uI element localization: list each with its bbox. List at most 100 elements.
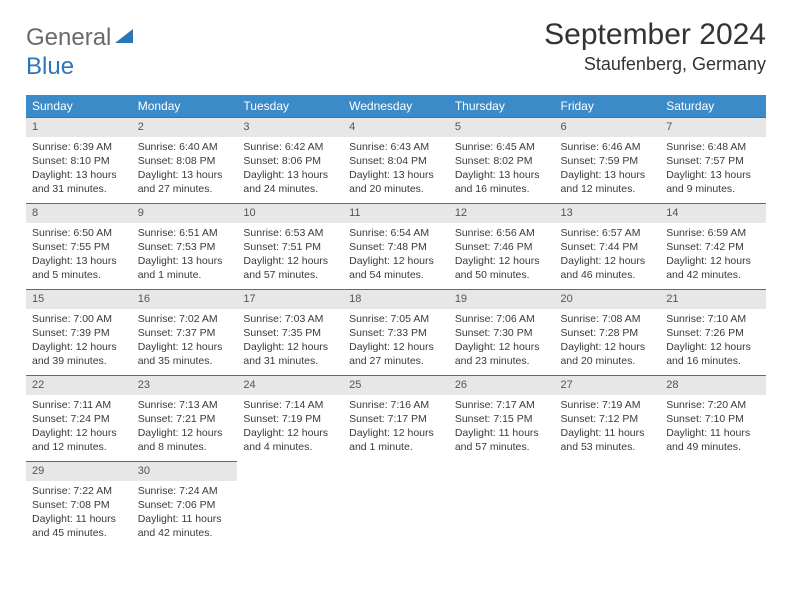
brand-triangle-icon: [115, 29, 133, 43]
calendar-cell: 23Sunrise: 7:13 AMSunset: 7:21 PMDayligh…: [132, 375, 238, 461]
day-number: 29: [26, 461, 132, 481]
calendar-body: 1Sunrise: 6:39 AMSunset: 8:10 PMDaylight…: [26, 117, 766, 547]
day-details: Sunrise: 7:14 AMSunset: 7:19 PMDaylight:…: [237, 395, 343, 459]
sunset-text: Sunset: 7:33 PM: [349, 326, 443, 340]
daylight-line2: and 1 minute.: [138, 268, 232, 282]
sunset-text: Sunset: 8:02 PM: [455, 154, 549, 168]
day-details: Sunrise: 6:57 AMSunset: 7:44 PMDaylight:…: [555, 223, 661, 287]
calendar-cell: 14Sunrise: 6:59 AMSunset: 7:42 PMDayligh…: [660, 203, 766, 289]
sunset-text: Sunset: 8:06 PM: [243, 154, 337, 168]
day-number: 16: [132, 289, 238, 309]
brand-logo: General: [26, 18, 135, 52]
day-number: 20: [555, 289, 661, 309]
calendar-cell: 13Sunrise: 6:57 AMSunset: 7:44 PMDayligh…: [555, 203, 661, 289]
sunset-text: Sunset: 7:55 PM: [32, 240, 126, 254]
day-details: Sunrise: 7:05 AMSunset: 7:33 PMDaylight:…: [343, 309, 449, 373]
calendar-cell: 4Sunrise: 6:43 AMSunset: 8:04 PMDaylight…: [343, 117, 449, 203]
sunset-text: Sunset: 7:46 PM: [455, 240, 549, 254]
day-details: Sunrise: 7:17 AMSunset: 7:15 PMDaylight:…: [449, 395, 555, 459]
day-details: Sunrise: 6:59 AMSunset: 7:42 PMDaylight:…: [660, 223, 766, 287]
daylight-line2: and 16 minutes.: [455, 182, 549, 196]
sunset-text: Sunset: 7:15 PM: [455, 412, 549, 426]
daylight-line2: and 31 minutes.: [243, 354, 337, 368]
daylight-line2: and 53 minutes.: [561, 440, 655, 454]
daylight-line1: Daylight: 13 hours: [349, 168, 443, 182]
day-number: 19: [449, 289, 555, 309]
day-number: 6: [555, 117, 661, 137]
daylight-line2: and 9 minutes.: [666, 182, 760, 196]
sunset-text: Sunset: 8:08 PM: [138, 154, 232, 168]
sunrise-text: Sunrise: 7:14 AM: [243, 398, 337, 412]
sunrise-text: Sunrise: 7:19 AM: [561, 398, 655, 412]
daylight-line1: Daylight: 12 hours: [349, 254, 443, 268]
sunset-text: Sunset: 7:28 PM: [561, 326, 655, 340]
sunset-text: Sunset: 7:08 PM: [32, 498, 126, 512]
day-number: 26: [449, 375, 555, 395]
calendar-row: 29Sunrise: 7:22 AMSunset: 7:08 PMDayligh…: [26, 461, 766, 547]
sunrise-text: Sunrise: 6:43 AM: [349, 140, 443, 154]
day-details: Sunrise: 7:03 AMSunset: 7:35 PMDaylight:…: [237, 309, 343, 373]
sunset-text: Sunset: 7:21 PM: [138, 412, 232, 426]
daylight-line2: and 5 minutes.: [32, 268, 126, 282]
sunset-text: Sunset: 7:51 PM: [243, 240, 337, 254]
sunset-text: Sunset: 7:53 PM: [138, 240, 232, 254]
calendar-cell: 17Sunrise: 7:03 AMSunset: 7:35 PMDayligh…: [237, 289, 343, 375]
sunset-text: Sunset: 8:04 PM: [349, 154, 443, 168]
daylight-line1: Daylight: 11 hours: [32, 512, 126, 526]
daylight-line1: Daylight: 12 hours: [666, 340, 760, 354]
sunrise-text: Sunrise: 7:00 AM: [32, 312, 126, 326]
day-details: Sunrise: 7:19 AMSunset: 7:12 PMDaylight:…: [555, 395, 661, 459]
daylight-line1: Daylight: 13 hours: [666, 168, 760, 182]
daylight-line2: and 35 minutes.: [138, 354, 232, 368]
day-details: Sunrise: 6:50 AMSunset: 7:55 PMDaylight:…: [26, 223, 132, 287]
weekday-header: Wednesday: [343, 95, 449, 117]
day-number: 7: [660, 117, 766, 137]
day-number: 3: [237, 117, 343, 137]
weekday-header: Sunday: [26, 95, 132, 117]
sunset-text: Sunset: 7:57 PM: [666, 154, 760, 168]
calendar-cell: 15Sunrise: 7:00 AMSunset: 7:39 PMDayligh…: [26, 289, 132, 375]
calendar-cell: 19Sunrise: 7:06 AMSunset: 7:30 PMDayligh…: [449, 289, 555, 375]
sunrise-text: Sunrise: 7:11 AM: [32, 398, 126, 412]
calendar-cell: 16Sunrise: 7:02 AMSunset: 7:37 PMDayligh…: [132, 289, 238, 375]
day-number: 23: [132, 375, 238, 395]
daylight-line2: and 50 minutes.: [455, 268, 549, 282]
sunrise-text: Sunrise: 6:59 AM: [666, 226, 760, 240]
day-number: 9: [132, 203, 238, 223]
day-details: Sunrise: 7:22 AMSunset: 7:08 PMDaylight:…: [26, 481, 132, 545]
day-details: Sunrise: 6:51 AMSunset: 7:53 PMDaylight:…: [132, 223, 238, 287]
day-number: 28: [660, 375, 766, 395]
day-details: Sunrise: 6:43 AMSunset: 8:04 PMDaylight:…: [343, 137, 449, 201]
daylight-line1: Daylight: 13 hours: [138, 254, 232, 268]
weekday-header-row: Sunday Monday Tuesday Wednesday Thursday…: [26, 95, 766, 117]
day-details: Sunrise: 6:48 AMSunset: 7:57 PMDaylight:…: [660, 137, 766, 201]
daylight-line2: and 45 minutes.: [32, 526, 126, 540]
day-details: Sunrise: 7:16 AMSunset: 7:17 PMDaylight:…: [343, 395, 449, 459]
calendar-cell: 29Sunrise: 7:22 AMSunset: 7:08 PMDayligh…: [26, 461, 132, 547]
daylight-line1: Daylight: 13 hours: [32, 254, 126, 268]
calendar-cell: 28Sunrise: 7:20 AMSunset: 7:10 PMDayligh…: [660, 375, 766, 461]
day-number: 4: [343, 117, 449, 137]
month-title: September 2024: [544, 18, 766, 52]
sunset-text: Sunset: 7:39 PM: [32, 326, 126, 340]
day-details: Sunrise: 7:11 AMSunset: 7:24 PMDaylight:…: [26, 395, 132, 459]
calendar-row: 1Sunrise: 6:39 AMSunset: 8:10 PMDaylight…: [26, 117, 766, 203]
calendar-cell: 22Sunrise: 7:11 AMSunset: 7:24 PMDayligh…: [26, 375, 132, 461]
daylight-line2: and 12 minutes.: [32, 440, 126, 454]
day-number: 5: [449, 117, 555, 137]
brand-text-1: General: [26, 24, 111, 52]
brand-text-2: Blue: [26, 53, 74, 81]
calendar-cell: [237, 461, 343, 547]
day-details: Sunrise: 7:08 AMSunset: 7:28 PMDaylight:…: [555, 309, 661, 373]
day-details: Sunrise: 6:40 AMSunset: 8:08 PMDaylight:…: [132, 137, 238, 201]
daylight-line1: Daylight: 12 hours: [349, 426, 443, 440]
daylight-line1: Daylight: 12 hours: [349, 340, 443, 354]
daylight-line2: and 8 minutes.: [138, 440, 232, 454]
sunrise-text: Sunrise: 6:53 AM: [243, 226, 337, 240]
sunset-text: Sunset: 7:17 PM: [349, 412, 443, 426]
daylight-line2: and 31 minutes.: [32, 182, 126, 196]
day-number: 11: [343, 203, 449, 223]
calendar-cell: 2Sunrise: 6:40 AMSunset: 8:08 PMDaylight…: [132, 117, 238, 203]
sunrise-text: Sunrise: 6:57 AM: [561, 226, 655, 240]
day-details: Sunrise: 7:24 AMSunset: 7:06 PMDaylight:…: [132, 481, 238, 545]
